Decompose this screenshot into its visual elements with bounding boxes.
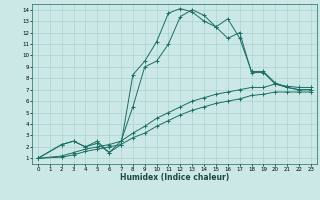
X-axis label: Humidex (Indice chaleur): Humidex (Indice chaleur) xyxy=(120,173,229,182)
